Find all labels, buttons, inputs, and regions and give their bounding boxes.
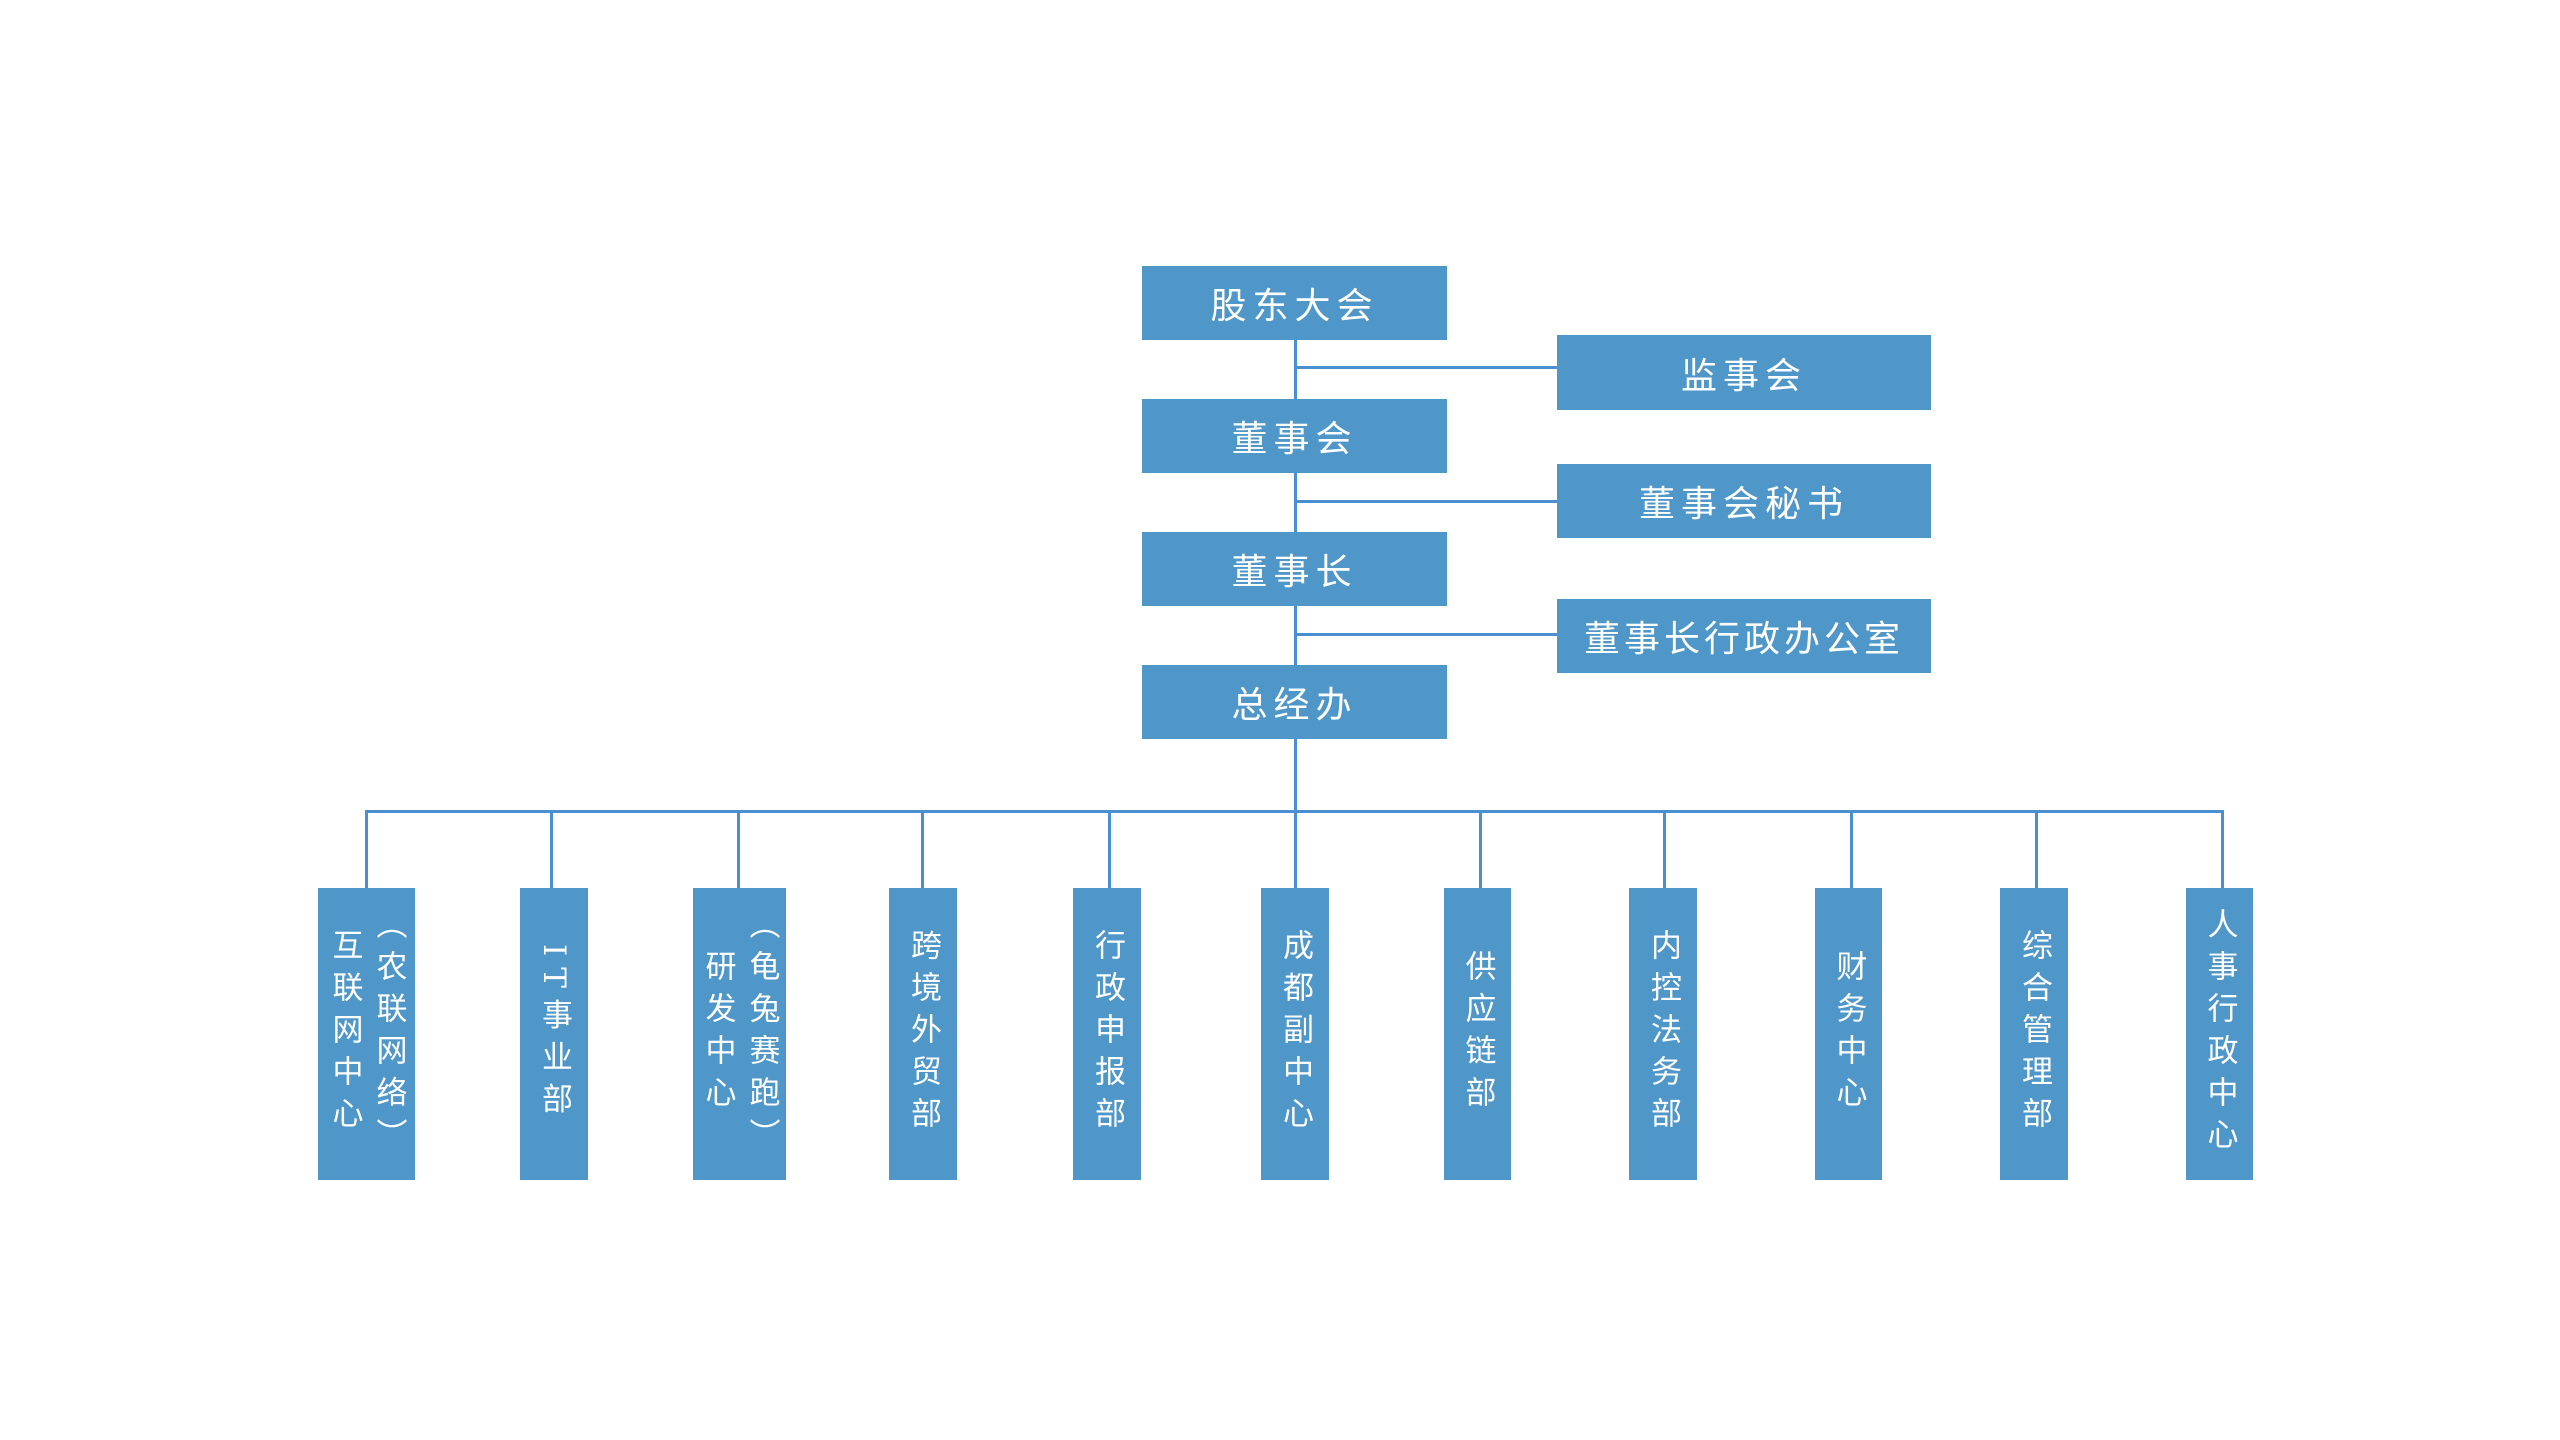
connector-chairman-office — [1294, 633, 1557, 636]
connector-department — [1663, 811, 1666, 888]
department-label: 研发中心 — [699, 950, 736, 1118]
node-shareholders-meeting: 股东大会 — [1142, 266, 1447, 340]
node-department: 内控法务部 — [1629, 888, 1697, 1180]
department-label: 成都副中心 — [1277, 929, 1313, 1139]
connector-department — [1479, 811, 1482, 888]
connector-department — [1294, 811, 1297, 888]
connector-department — [2035, 811, 2038, 888]
node-department: 互联网中心 （农联网络） — [318, 888, 415, 1180]
department-label: （龟兔赛跑） — [743, 908, 780, 1160]
node-department: 综合管理部 — [2000, 888, 2068, 1180]
department-label: （农联网络） — [370, 908, 407, 1160]
department-label: 人事行政中心 — [2201, 908, 2238, 1160]
department-label: 财务中心 — [1830, 950, 1867, 1118]
connector-department — [365, 811, 368, 888]
department-label: 跨境外贸部 — [905, 929, 941, 1139]
node-department: 行政申报部 — [1073, 888, 1141, 1180]
node-department: IT事业部 — [520, 888, 588, 1180]
node-supervisory-board: 监事会 — [1557, 335, 1931, 410]
node-chairman-admin-office: 董事长行政办公室 — [1557, 599, 1931, 673]
node-department: 成都副中心 — [1261, 888, 1329, 1180]
department-label: 内控法务部 — [1645, 929, 1681, 1139]
node-department: 供应链部 — [1444, 888, 1511, 1180]
node-department: 财务中心 — [1815, 888, 1882, 1180]
connector-department — [2221, 811, 2224, 888]
node-board-of-directors: 董事会 — [1142, 399, 1447, 473]
node-department: 人事行政中心 — [2186, 888, 2253, 1180]
department-label: IT事业部 — [536, 943, 572, 1125]
department-label: 互联网中心 — [326, 929, 363, 1139]
connector-department — [1108, 811, 1111, 888]
department-label: 供应链部 — [1459, 950, 1496, 1118]
connector-department — [737, 811, 740, 888]
node-chairman: 董事长 — [1142, 532, 1447, 606]
connector-secretary — [1294, 500, 1557, 503]
connector-supervisory — [1294, 366, 1557, 369]
connector-department — [921, 811, 924, 888]
node-general-manager-office: 总经办 — [1142, 665, 1447, 739]
connector-department — [1850, 811, 1853, 888]
department-label: 行政申报部 — [1089, 929, 1125, 1139]
node-department: 研发中心 （龟兔赛跑） — [693, 888, 786, 1180]
department-label: 综合管理部 — [2016, 929, 2052, 1139]
node-board-secretary: 董事会秘书 — [1557, 464, 1931, 538]
connector-department — [550, 811, 553, 888]
node-department: 跨境外贸部 — [889, 888, 957, 1180]
